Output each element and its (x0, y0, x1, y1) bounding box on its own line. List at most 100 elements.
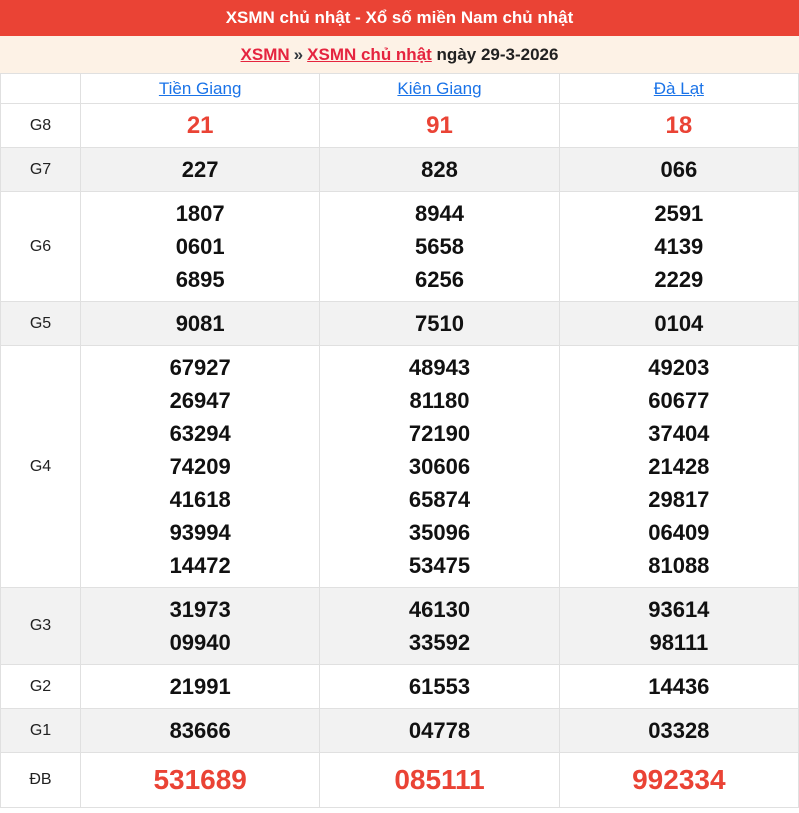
result-number: 93614 (648, 597, 710, 622)
prize-row-g1: G1 83666 04778 03328 (0, 708, 799, 753)
prize-row-g5: G5 9081 7510 0104 (0, 301, 799, 346)
result-cell-g3-col2: 93614 98111 (558, 587, 799, 665)
result-number: 0601 (175, 234, 225, 259)
result-number: 26947 (169, 388, 231, 413)
header-province-tien-giang: Tiền Giang (79, 73, 321, 104)
breadcrumb-link-xsmn[interactable]: XSMN (240, 45, 290, 64)
results-table: Tiền Giang Kiên Giang Đà Lạt G8 21 91 18 G7 2… (0, 73, 799, 808)
prize-label-g2: G2 (0, 664, 81, 709)
prize-label-g1: G1 (0, 708, 81, 753)
prize-row-g2: G2 21991 61553 14436 (0, 664, 799, 709)
result-cell-g5-col2: 0104 (558, 301, 799, 346)
result-number: 4139 (654, 234, 704, 259)
result-cell-g3-col1: 46130 33592 (319, 587, 560, 665)
prize-label-g3: G3 (0, 587, 81, 665)
result-number: 67927 (169, 355, 231, 380)
prize-label-g4: G4 (0, 345, 81, 588)
province-link-kien-giang[interactable]: Kiên Giang (397, 78, 482, 98)
province-link-tien-giang[interactable]: Tiền Giang (158, 78, 242, 98)
result-cell-g6-col1: 8944 5658 6256 (319, 191, 560, 302)
header-province-kien-giang: Kiên Giang (319, 73, 560, 104)
result-cell-g4-col1: 48943 81180 72190 30606 65874 35096 53475 (319, 345, 560, 588)
result-number: 49203 (648, 355, 710, 380)
prize-label-db: ĐB (0, 752, 81, 808)
result-cell-g3-col0: 31973 09940 (79, 587, 321, 665)
result-number: 06409 (648, 520, 710, 545)
result-cell-g7-col1: 828 (319, 147, 560, 192)
result-cell-g4-col0: 67927 26947 63294 74209 41618 93994 14472 (79, 345, 321, 588)
result-cell-g8-col2: 18 (558, 103, 799, 148)
result-number: 93994 (169, 520, 231, 545)
prize-label-g8: G8 (0, 103, 81, 148)
result-cell-g1-col0: 83666 (79, 708, 321, 753)
result-number: 29817 (648, 487, 710, 512)
result-number: 65874 (408, 487, 471, 512)
result-number: 18 (665, 112, 693, 139)
prize-label-g5: G5 (0, 301, 81, 346)
page-title-banner: XSMN chủ nhật - Xổ số miền Nam chủ nhật (0, 0, 799, 36)
result-number: 5658 (415, 234, 464, 259)
prize-label-g7: G7 (0, 147, 81, 192)
result-number: 53475 (408, 553, 471, 578)
result-number: 21 (186, 112, 214, 139)
result-cell-db-col0: 531689 (79, 752, 321, 808)
result-number: 98111 (649, 630, 709, 655)
result-number: 30606 (408, 454, 471, 479)
result-number: 828 (421, 157, 458, 182)
result-cell-g5-col1: 7510 (319, 301, 560, 346)
result-cell-g8-col0: 21 (79, 103, 321, 148)
result-number: 46130 (408, 597, 471, 622)
result-number: 35096 (408, 520, 471, 545)
prize-row-g4: G4 67927 26947 63294 74209 41618 93994 14472 489… (0, 345, 799, 588)
breadcrumb: XSMN» XSMN chủ nhật ngày 29-3-2026 (0, 36, 799, 73)
result-number: 72190 (408, 421, 471, 446)
result-number: 63294 (169, 421, 231, 446)
result-number: 33592 (408, 630, 471, 655)
result-number: 03328 (648, 718, 710, 743)
result-number: 81088 (648, 553, 710, 578)
result-cell-g2-col1: 61553 (319, 664, 560, 709)
prize-row-db: ĐB 531689 085111 992334 (0, 752, 799, 808)
result-number: 1807 (175, 201, 225, 226)
result-number: 085111 (394, 764, 485, 795)
header-province-da-lat: Đà Lạt (558, 73, 799, 104)
result-number: 31973 (169, 597, 231, 622)
result-cell-g2-col0: 21991 (79, 664, 321, 709)
result-cell-db-col2: 992334 (558, 752, 799, 808)
prize-row-g8: G8 21 91 18 (0, 103, 799, 148)
result-number: 60677 (648, 388, 710, 413)
result-number: 2229 (654, 267, 704, 292)
result-number: 6895 (175, 267, 225, 292)
prize-label-g6: G6 (0, 191, 81, 302)
province-link-da-lat[interactable]: Đà Lạt (653, 78, 704, 98)
result-cell-g4-col2: 49203 60677 37404 21428 29817 06409 81088 (558, 345, 799, 588)
result-number: 227 (181, 157, 219, 182)
results-table-header: Tiền Giang Kiên Giang Đà Lạt (0, 73, 799, 104)
result-number: 14472 (169, 553, 231, 578)
result-cell-g2-col2: 14436 (558, 664, 799, 709)
result-number: 37404 (648, 421, 710, 446)
result-number: 14436 (648, 674, 710, 699)
result-cell-g6-col2: 2591 4139 2229 (558, 191, 799, 302)
result-number: 0104 (654, 311, 704, 336)
prize-row-g7: G7 227 828 066 (0, 147, 799, 192)
result-number: 61553 (408, 674, 471, 699)
result-number: 21428 (648, 454, 710, 479)
result-number: 7510 (415, 311, 464, 336)
results-table-body: G8 21 91 18 G7 227 828 066 G6 1807 0601 6895 8944 565… (0, 103, 799, 808)
breadcrumb-separator: » (293, 45, 304, 64)
result-number: 21991 (169, 674, 231, 699)
result-cell-g5-col0: 9081 (79, 301, 321, 346)
result-number: 531689 (153, 764, 247, 795)
result-number: 91 (426, 112, 453, 139)
header-row: Tiền Giang Kiên Giang Đà Lạt (0, 73, 799, 104)
result-number: 48943 (408, 355, 471, 380)
result-cell-g7-col2: 066 (558, 147, 799, 192)
result-cell-g7-col0: 227 (79, 147, 321, 192)
prize-row-g6: G6 1807 0601 6895 8944 5658 6256 2591 4139 2229 (0, 191, 799, 302)
result-cell-g1-col1: 04778 (319, 708, 560, 753)
breadcrumb-link-xsmn-sunday[interactable]: XSMN chủ nhật (307, 45, 432, 64)
prize-row-g3: G3 31973 09940 46130 33592 93614 98111 (0, 587, 799, 665)
result-number: 09940 (169, 630, 231, 655)
result-number: 04778 (408, 718, 471, 743)
